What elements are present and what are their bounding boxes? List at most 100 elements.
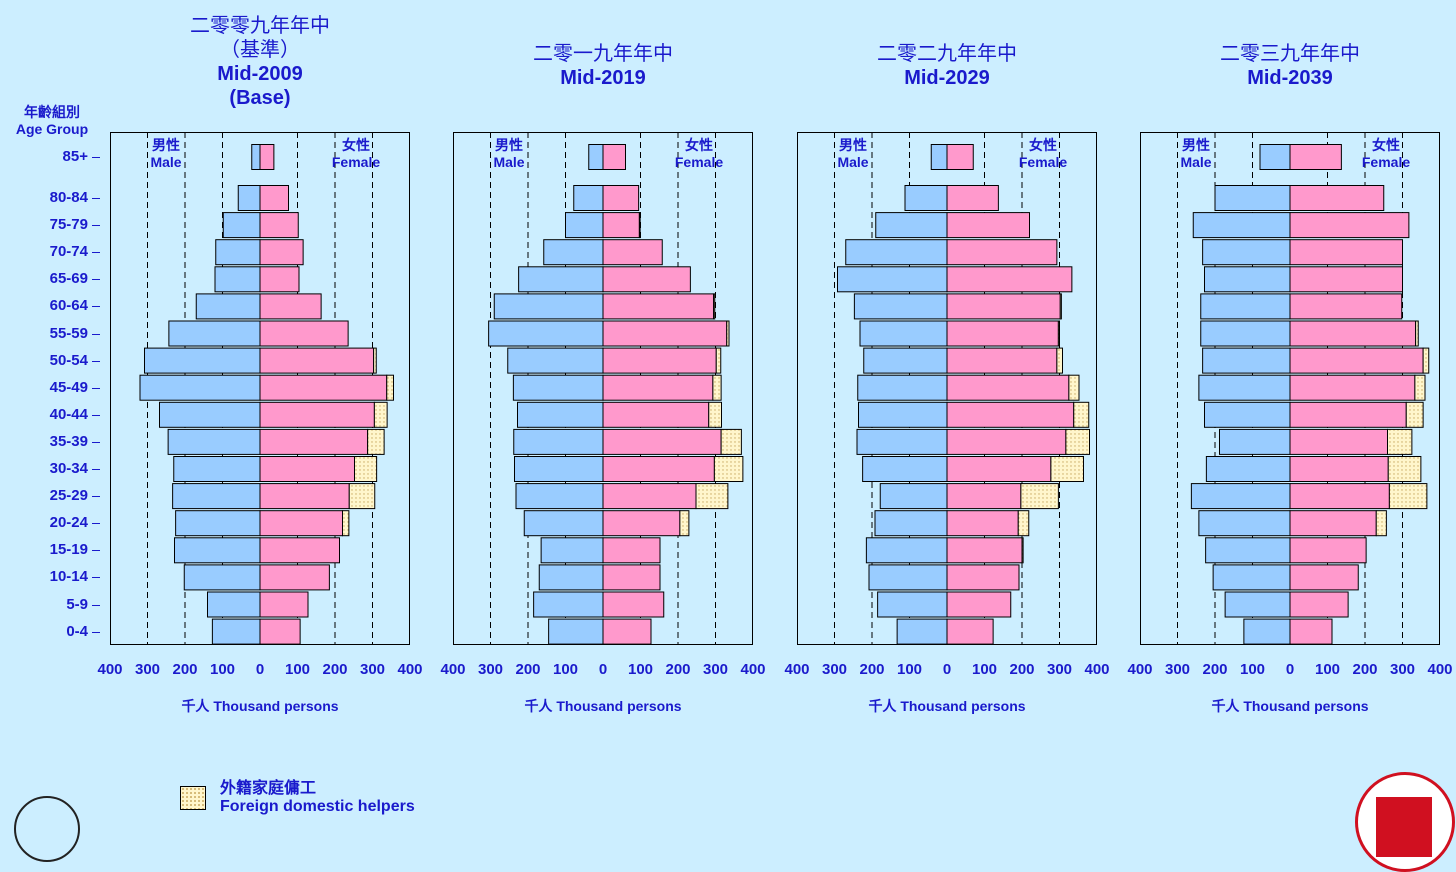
panel-title-zh: （基準） — [220, 39, 300, 61]
age-tick — [92, 631, 100, 633]
x-tick-label: 0 — [598, 661, 608, 678]
bar-fdh — [373, 347, 377, 374]
x-tick-label: 200 — [322, 661, 348, 678]
bar-female — [602, 374, 714, 401]
bar-female — [259, 618, 301, 645]
age-tick — [92, 414, 100, 416]
bar-fdh — [1021, 537, 1024, 564]
bar-female — [946, 428, 1067, 455]
bar-female — [1289, 483, 1390, 510]
bar-female — [602, 401, 710, 428]
bar-female — [259, 185, 289, 211]
x-tick-label: 300 — [1046, 661, 1073, 678]
census-logo-mark — [1376, 797, 1432, 857]
bar-male — [1198, 510, 1291, 537]
bar-female — [259, 293, 322, 320]
bar-fdh — [713, 293, 716, 320]
x-tick-label: 300 — [1389, 661, 1416, 678]
age-tick — [92, 523, 100, 525]
bar-male — [1200, 293, 1291, 320]
bar-male — [207, 591, 261, 618]
x-tick-label: 400 — [397, 661, 423, 678]
bar-female — [1289, 537, 1367, 564]
age-tick-label: 50-54 — [49, 351, 88, 369]
bar-fdh — [1414, 374, 1426, 401]
panel-title-en: Mid-2019 — [560, 67, 646, 89]
bar-male — [837, 266, 948, 293]
x-tick-label: 200 — [172, 661, 198, 678]
age-tick-label: 80-84 — [49, 189, 88, 206]
bar-male — [172, 483, 261, 510]
bar-female — [259, 456, 355, 482]
bar-female — [1289, 347, 1424, 374]
bar-male — [1214, 185, 1291, 211]
bar-female — [946, 185, 999, 211]
bar-fdh — [1059, 293, 1062, 320]
age-tick — [92, 604, 100, 606]
male-label: 男性 Male — [828, 137, 878, 171]
male-label: 男性 Male — [1171, 137, 1221, 171]
bar-fdh — [1017, 510, 1030, 537]
x-tick-label: 100 — [552, 661, 579, 678]
x-tick-label: 200 — [859, 661, 885, 678]
bar-male — [868, 564, 948, 591]
bar-female — [946, 564, 1020, 591]
bar-male — [514, 456, 604, 482]
age-tick-label: 65-69 — [49, 270, 88, 288]
bar-female — [259, 212, 299, 239]
bar-female — [1289, 293, 1403, 320]
x-axis-title: 千人 Thousand persons — [1211, 698, 1369, 714]
bar-female — [1289, 185, 1385, 211]
bar-female — [259, 374, 388, 401]
bar-female — [946, 618, 994, 645]
bar-female — [1289, 456, 1389, 482]
panel-title-zh: 二零零九年年中 — [190, 15, 330, 37]
bar-female — [259, 537, 340, 564]
bar-male — [515, 483, 604, 510]
bar-fdh — [1065, 428, 1090, 455]
female-label-en: Female — [1361, 154, 1411, 170]
bar-male — [1224, 591, 1291, 618]
bar-female — [259, 510, 343, 537]
x-tick-label: 300 — [702, 661, 729, 678]
bar-fdh — [386, 374, 394, 401]
panel-title-zh: 二零一九年年中 — [533, 43, 673, 65]
age-tick-label: 10-14 — [49, 568, 88, 586]
male-label-zh: 男性 — [152, 137, 180, 153]
legend-label-en: Foreign domestic helpers — [220, 798, 415, 815]
age-tick-label: 0-4 — [66, 622, 88, 640]
panel-title: 二零一九年年中 Mid-2019 — [433, 42, 773, 90]
bar-male — [167, 428, 261, 455]
bar-male — [507, 347, 604, 374]
x-tick-label: 200 — [515, 661, 541, 678]
age-tick — [92, 198, 100, 199]
x-tick-label: 100 — [1239, 661, 1266, 678]
bar-male — [845, 239, 948, 266]
bar-fdh — [708, 401, 722, 428]
x-tick-label: 300 — [477, 661, 504, 678]
bar-male — [195, 293, 261, 320]
bar-male — [488, 320, 604, 347]
pyramid-plot — [110, 132, 410, 645]
x-tick-label: 400 — [1427, 661, 1453, 678]
bar-fdh — [713, 456, 744, 482]
bar-fdh — [1073, 401, 1090, 428]
bar-female — [259, 564, 330, 591]
bar-male — [513, 428, 604, 455]
age-tick-label: 25-29 — [49, 487, 88, 505]
age-tick — [92, 360, 100, 362]
female-label: 女性 Female — [674, 137, 724, 171]
bar-female — [602, 564, 661, 591]
male-label-en: Male — [493, 154, 525, 170]
bar-male — [523, 510, 604, 537]
bar-male — [540, 537, 604, 564]
bar-fdh — [1422, 347, 1430, 374]
bar-fdh — [715, 347, 722, 374]
x-tick-label: 400 — [1084, 661, 1110, 678]
bar-female — [602, 428, 722, 455]
age-group-title-zh: 年齡組別 — [24, 104, 80, 120]
bar-male — [1204, 401, 1291, 428]
bar-fdh — [695, 483, 729, 510]
bar-male — [1243, 618, 1291, 645]
age-tick-label: 20-24 — [49, 514, 88, 532]
